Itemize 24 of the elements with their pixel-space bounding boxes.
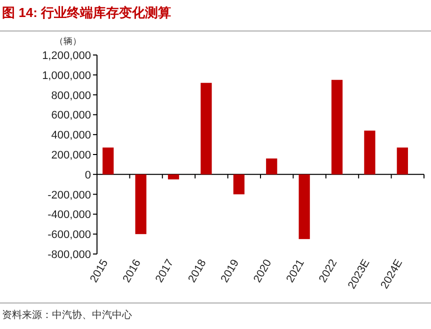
bar bbox=[331, 80, 343, 174]
y-tick-label: -200,000 bbox=[48, 189, 91, 202]
y-tick-label: 800,000 bbox=[51, 90, 91, 102]
bar bbox=[396, 148, 408, 174]
bar bbox=[135, 174, 146, 234]
y-tick-label: -600,000 bbox=[48, 229, 91, 242]
y-tick-label: 600,000 bbox=[51, 110, 91, 122]
chart-title: 图 14: 行业终端库存变化测算 bbox=[2, 5, 172, 20]
bar bbox=[168, 174, 180, 180]
y-tick-label: -400,000 bbox=[48, 209, 91, 222]
y-tick-label: -800,000 bbox=[48, 249, 91, 261]
bar bbox=[233, 174, 244, 194]
bar bbox=[298, 174, 310, 240]
bar bbox=[200, 82, 212, 174]
y-axis-title: （辆） bbox=[54, 36, 82, 46]
bar bbox=[266, 158, 278, 174]
y-tick-label: 200,000 bbox=[51, 150, 91, 162]
y-tick-label: 1,200,000 bbox=[42, 50, 91, 62]
bar bbox=[364, 130, 376, 174]
y-tick-label: 400,000 bbox=[51, 130, 91, 142]
y-tick-label: 0 bbox=[84, 169, 91, 182]
bar bbox=[102, 148, 114, 174]
text: 资料来源：中汽协、中汽中心 bbox=[2, 309, 132, 321]
y-tick-label: 1,000,000 bbox=[42, 70, 91, 82]
